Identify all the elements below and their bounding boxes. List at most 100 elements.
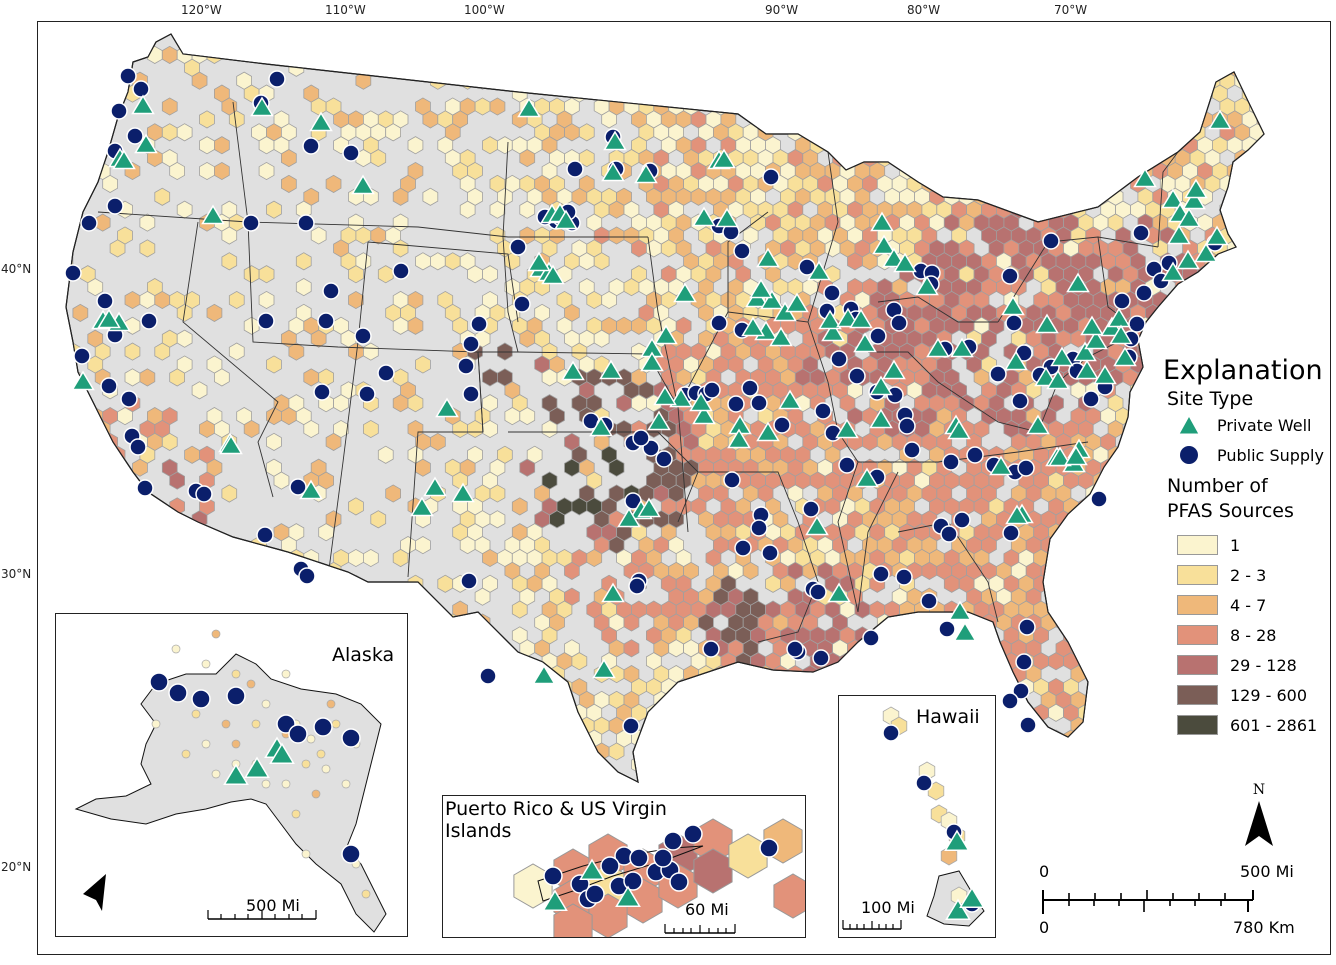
public-supply-marker (622, 717, 640, 735)
private-well-marker (827, 582, 851, 603)
private-well-marker (250, 96, 274, 117)
private-well-marker (1107, 307, 1131, 328)
private-well-marker (517, 97, 541, 118)
private-well-marker (1004, 350, 1028, 371)
scale-top-zero: 0 (1039, 862, 1050, 881)
legend-class-item: 129 - 600 (1161, 680, 1330, 710)
private-well-marker (1184, 178, 1208, 199)
hawaii-map (842, 706, 985, 930)
private-well-marker (749, 278, 773, 299)
private-well-marker (1177, 207, 1201, 228)
public-supply-marker (830, 350, 848, 368)
public-supply-marker (823, 284, 841, 302)
private-well-marker (1167, 224, 1191, 245)
private-well-marker (223, 763, 249, 785)
public-supply-marker (882, 724, 900, 742)
public-supply-marker (543, 866, 563, 886)
public-supply-marker (226, 686, 246, 706)
alaska-map (74, 629, 387, 933)
public-supply-marker (140, 312, 158, 330)
private-well-marker (1048, 446, 1072, 467)
public-supply-marker (920, 592, 938, 610)
private-well-marker (1026, 414, 1050, 435)
public-supply-marker (727, 395, 745, 413)
private-well-marker (1080, 315, 1104, 336)
private-well-marker (785, 292, 809, 313)
legend-class-label: 29 - 128 (1230, 655, 1297, 675)
public-supply-marker (509, 238, 527, 256)
public-supply-marker (903, 441, 921, 459)
public-supply-marker (1001, 267, 1019, 285)
private-well-marker (541, 264, 565, 285)
public-supply-marker (600, 856, 620, 876)
public-supply-marker (354, 327, 372, 345)
hawaii-inset: Hawaii 100 Mi (838, 695, 996, 938)
private-well-marker (853, 332, 877, 353)
public-supply-marker (298, 567, 316, 585)
public-supply-marker (798, 258, 816, 276)
legend-class-label: 1 (1230, 535, 1241, 555)
private-well-marker (715, 207, 739, 228)
legend-swatch (1177, 595, 1218, 615)
private-well-marker (760, 289, 784, 310)
private-well-marker (527, 251, 551, 272)
private-well-marker (807, 260, 831, 281)
private-well-marker (554, 209, 578, 230)
private-well-marker (309, 111, 333, 132)
public-supply-marker (470, 315, 488, 333)
legend-swatch (1177, 655, 1218, 675)
legend-title: Explanation (1163, 355, 1323, 386)
longitude-tick-label: 110°W (325, 3, 366, 17)
public-supply-marker (1113, 292, 1131, 310)
private-well-marker (953, 621, 977, 642)
public-supply-marker (655, 450, 673, 468)
puerto-rico-title-line2: Islands (445, 820, 512, 842)
legend-class-item: 601 - 2861 (1161, 710, 1330, 740)
private-well-marker (615, 885, 641, 907)
public-supply-marker (1018, 618, 1036, 636)
circle-icon (1169, 445, 1209, 465)
public-supply-marker (703, 381, 721, 399)
public-supply-marker (457, 357, 475, 375)
public-supply-marker (462, 385, 480, 403)
private-well-marker (131, 94, 155, 115)
private-well-marker (1133, 167, 1157, 188)
legend-class-item: 8 - 28 (1161, 620, 1330, 650)
private-well-marker (870, 211, 894, 232)
longitude-tick-label: 120°W (181, 3, 222, 17)
private-well-marker (451, 482, 475, 503)
public-supply-marker (256, 526, 274, 544)
public-supply-marker (80, 214, 98, 232)
private-well-marker (959, 886, 985, 908)
private-well-marker (1046, 369, 1070, 390)
private-well-marker (818, 309, 842, 330)
public-supply-marker (64, 264, 82, 282)
public-supply-marker (1005, 314, 1023, 332)
public-supply-marker (288, 724, 308, 744)
public-supply-marker (966, 446, 984, 464)
public-supply-marker (96, 292, 114, 310)
public-supply-marker (734, 539, 752, 557)
public-supply-marker (762, 168, 780, 186)
public-supply-marker (257, 312, 275, 330)
private-well-marker (1075, 359, 1099, 380)
public-supply-marker (663, 831, 683, 851)
public-supply-marker (915, 774, 933, 792)
public-supply-marker (585, 884, 605, 904)
private-well-marker (269, 742, 295, 764)
private-well-marker (647, 410, 671, 431)
public-supply-marker (759, 838, 779, 858)
alaska-scale-label: 500 Mi (246, 896, 300, 915)
public-supply-marker (168, 683, 188, 703)
private-well-marker (669, 387, 693, 408)
public-supply-marker (313, 717, 333, 737)
public-supply-marker (377, 364, 395, 382)
latitude-tick-label: 20°N (1, 860, 32, 874)
public-supply-marker (741, 379, 759, 397)
public-supply-marker (513, 295, 531, 313)
legend-class-item: 2 - 3 (1161, 560, 1330, 590)
public-supply-marker (710, 314, 728, 332)
public-supply-marker (1015, 653, 1033, 671)
private-well-marker (579, 858, 605, 880)
legend-sources-heading-line2: PFAS Sources (1167, 500, 1294, 522)
